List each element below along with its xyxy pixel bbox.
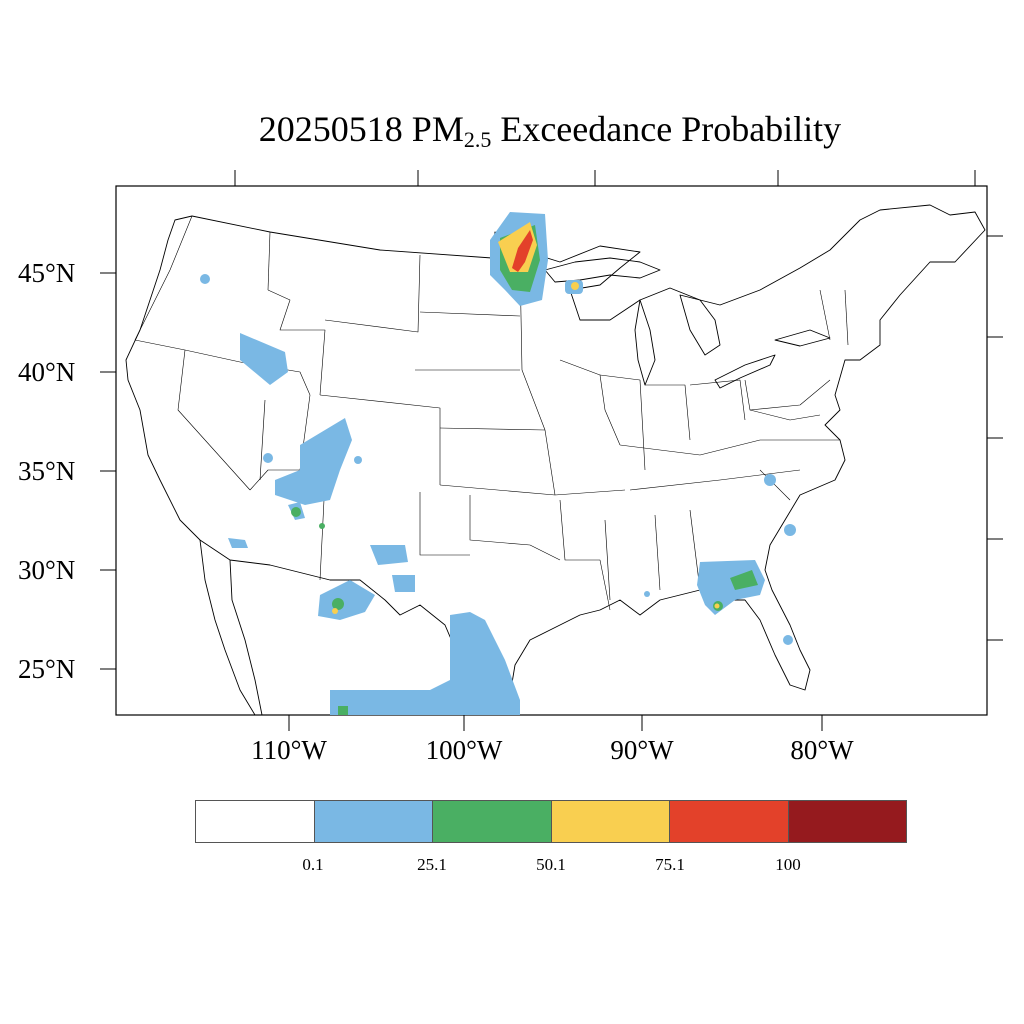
legend-label: 25.1 [417, 855, 447, 874]
legend-swatch [196, 801, 315, 842]
legend-swatch [670, 801, 789, 842]
baja-coast [199, 539, 256, 715]
lon-label-110w: 110°W [251, 735, 327, 765]
probability-shading [200, 212, 796, 715]
legend-label: 0.1 [302, 855, 324, 874]
lon-label-80w: 80°W [790, 735, 854, 765]
legend-swatch [788, 801, 906, 842]
mexico-coast [229, 559, 263, 715]
legend-label: 75.1 [655, 855, 685, 874]
lake-ontario [774, 329, 831, 347]
title-pm-subscript: 2.5 [463, 127, 492, 152]
title-rest: Exceedance Probability [500, 109, 842, 149]
us-outline [125, 204, 986, 715]
legend-swatch [433, 801, 552, 842]
legend-label: 50.1 [536, 855, 566, 874]
axis-ticks [100, 170, 1003, 731]
lat-label-30n: 30°N [18, 555, 76, 585]
lon-label-90w: 90°W [610, 735, 674, 765]
lon-label-100w: 100°W [425, 735, 503, 765]
lat-label-40n: 40°N [18, 357, 76, 387]
title-date: 20250518 [258, 109, 403, 149]
map-title: 20250518 PM2.5 Exceedance Probability [0, 108, 1024, 153]
legend-swatch [551, 801, 670, 842]
lake-erie [714, 354, 776, 389]
lat-label-45n: 45°N [18, 258, 76, 288]
legend-label: 100 [775, 855, 801, 874]
legend-swatch [314, 801, 433, 842]
map-frame [115, 185, 988, 716]
title-pm: PM [411, 109, 464, 149]
lat-label-35n: 35°N [18, 456, 76, 486]
legend-colorbar [195, 800, 907, 843]
lake-huron [679, 294, 721, 356]
lat-label-25n: 25°N [18, 654, 76, 684]
